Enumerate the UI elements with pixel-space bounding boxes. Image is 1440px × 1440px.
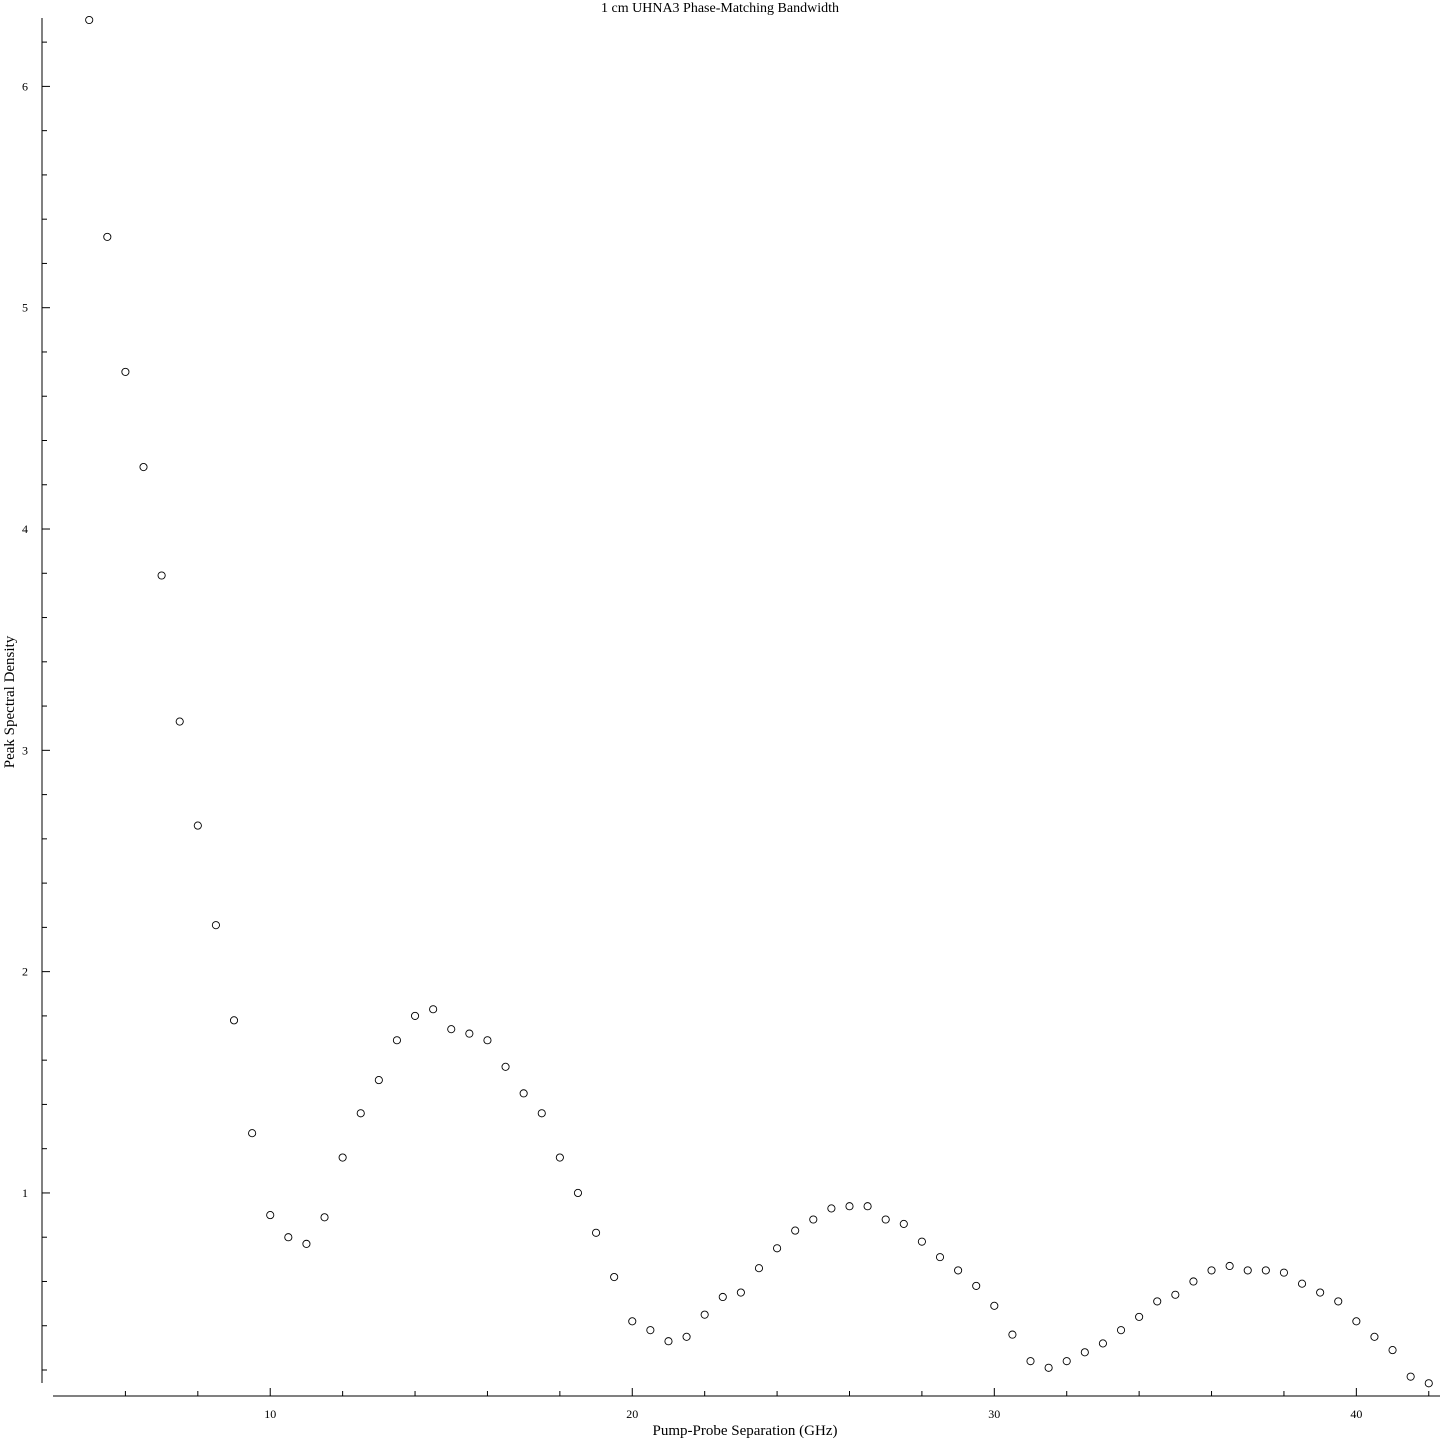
chart-title: 1 cm UHNA3 Phase-Matching Bandwidth: [601, 1, 839, 16]
data-point: [628, 1317, 637, 1326]
data-point: [85, 15, 94, 25]
data-point: [1243, 1266, 1252, 1275]
data-point: [1026, 1357, 1035, 1366]
y-tick-label: 6: [22, 79, 28, 93]
axes: [41, 18, 1440, 1397]
y-tick-label: 2: [22, 965, 28, 979]
data-point: [972, 1281, 981, 1290]
data-point: [429, 1005, 438, 1014]
data-point: [700, 1310, 709, 1319]
y-tick-label: 5: [22, 301, 28, 315]
data-point: [935, 1253, 945, 1262]
x-tick-label: 10: [264, 1407, 276, 1421]
data-point: [193, 821, 202, 830]
y-tick-label: 4: [22, 522, 28, 536]
data-point: [374, 1076, 383, 1085]
data-point: [338, 1153, 347, 1162]
data-point: [845, 1202, 854, 1211]
data-point: [103, 232, 112, 241]
data-point: [809, 1215, 818, 1224]
y-axis-ticks: 1 2 3 4 5 6: [22, 41, 50, 1371]
y-axis-title: Peak Spectral Density: [2, 635, 18, 768]
data-point: [519, 1089, 528, 1098]
x-axis-title: Pump-Probe Separation (GHz): [653, 1423, 838, 1439]
data-point: [1008, 1330, 1017, 1339]
data-point: [754, 1264, 764, 1273]
data-point: [121, 367, 130, 376]
data-point: [1171, 1290, 1180, 1299]
data-point: [465, 1029, 474, 1038]
data-point: [791, 1226, 800, 1235]
data-point: [917, 1237, 926, 1246]
data-point: [1388, 1346, 1397, 1355]
data-point: [827, 1204, 836, 1213]
data-point: [1225, 1261, 1234, 1271]
data-point: [1135, 1312, 1144, 1321]
data-point: [773, 1244, 782, 1253]
data-point: [447, 1025, 456, 1034]
data-point: [1044, 1363, 1053, 1372]
data-point: [664, 1337, 673, 1346]
data-point: [863, 1202, 872, 1211]
data-point: [356, 1109, 365, 1118]
data-point: [881, 1215, 890, 1224]
data-point: [1098, 1339, 1107, 1348]
x-tick-label: 30: [988, 1407, 1000, 1421]
data-point: [1261, 1266, 1270, 1275]
data-point: [682, 1332, 691, 1341]
data-point: [266, 1211, 275, 1220]
data-point: [990, 1301, 999, 1310]
data-point: [302, 1239, 311, 1248]
data-point: [248, 1129, 257, 1138]
data-point: [410, 1011, 420, 1020]
x-tick-label: 40: [1350, 1407, 1362, 1421]
data-point: [899, 1219, 908, 1228]
data-point: [537, 1109, 546, 1118]
data-point: [139, 462, 148, 472]
data-point: [1370, 1332, 1379, 1341]
data-point: [718, 1292, 727, 1302]
y-tick-label: 3: [22, 743, 28, 757]
data-point: [610, 1272, 619, 1282]
data-point: [1116, 1326, 1126, 1335]
data-point: [954, 1266, 963, 1275]
data-point: [229, 1016, 239, 1025]
data-point: [483, 1036, 492, 1045]
data-point: [320, 1213, 329, 1222]
data-point: [1334, 1297, 1343, 1306]
data-point: [1153, 1297, 1162, 1306]
y-tick-label: 1: [22, 1186, 28, 1200]
data-point: [501, 1062, 510, 1071]
data-point: [392, 1036, 401, 1045]
data-point: [1352, 1317, 1361, 1326]
data-point: [175, 717, 184, 726]
data-point: [284, 1233, 293, 1242]
data-point: [1062, 1357, 1071, 1366]
data-point: [1189, 1277, 1198, 1286]
x-tick-label: 20: [626, 1407, 638, 1421]
data-points: [85, 15, 1433, 1388]
data-point: [211, 921, 220, 930]
data-point: [646, 1326, 655, 1335]
data-point: [1297, 1279, 1307, 1288]
data-point: [573, 1188, 583, 1198]
data-point: [1080, 1348, 1089, 1357]
data-point: [1424, 1379, 1433, 1388]
data-point: [1279, 1268, 1288, 1277]
data-point: [1316, 1288, 1325, 1297]
data-point: [1207, 1266, 1216, 1275]
x-axis-ticks: 10 20 30 40: [124, 1388, 1430, 1421]
data-point: [1406, 1372, 1415, 1381]
data-point: [736, 1288, 745, 1297]
data-point: [592, 1228, 601, 1237]
data-point: [555, 1153, 564, 1162]
data-point: [157, 571, 166, 580]
